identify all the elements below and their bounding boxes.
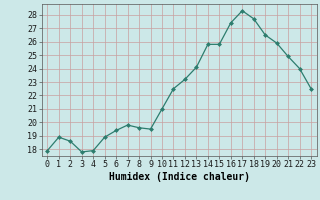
X-axis label: Humidex (Indice chaleur): Humidex (Indice chaleur)	[109, 172, 250, 182]
